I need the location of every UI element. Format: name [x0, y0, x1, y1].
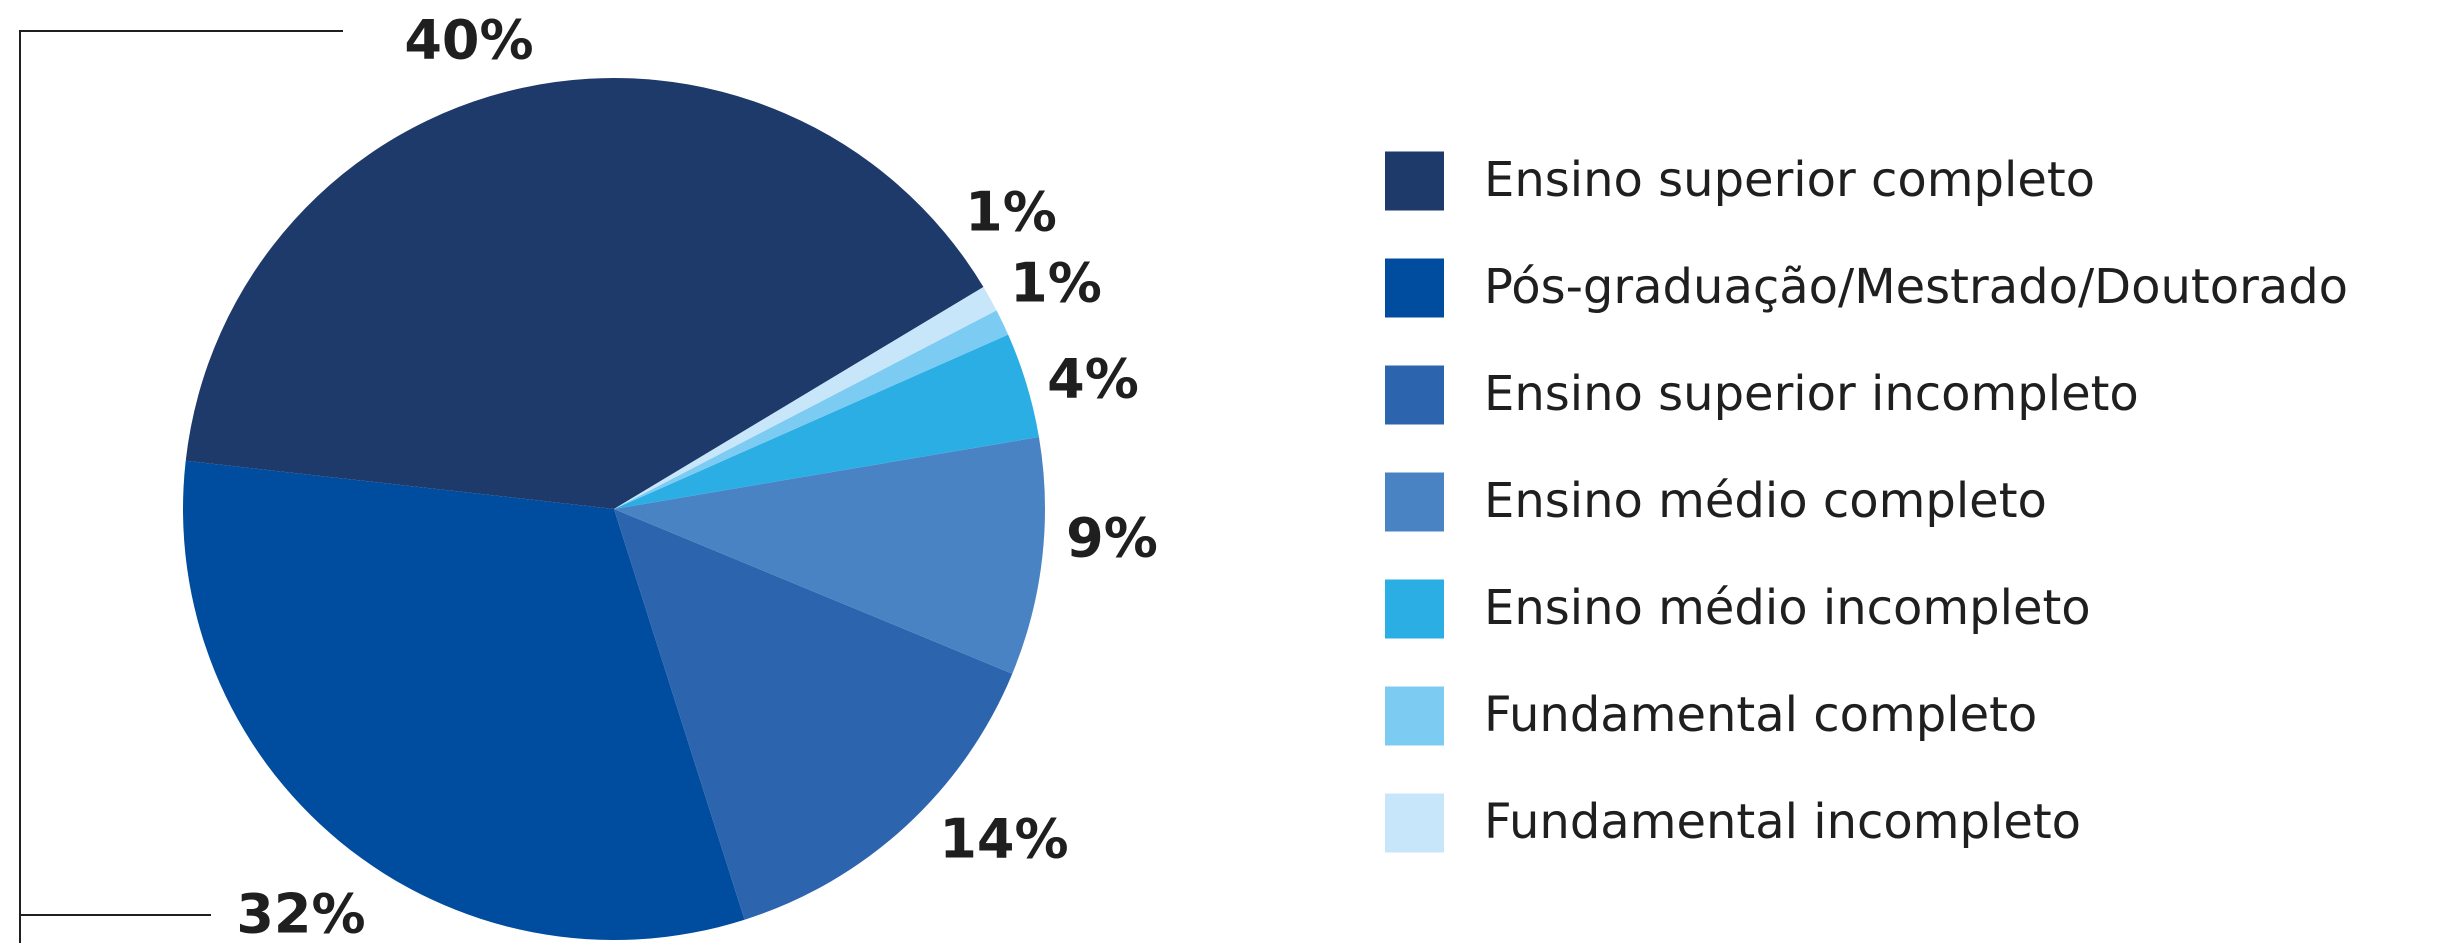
data-label: 1% [1010, 252, 1102, 315]
data-label: 1% [965, 181, 1057, 244]
legend-swatch [1385, 472, 1444, 532]
data-label: 9% [1066, 507, 1158, 570]
bracket-line [19, 30, 343, 943]
pie-slice [614, 437, 1045, 674]
data-label: 40% [404, 9, 533, 72]
legend-swatch [1385, 258, 1444, 318]
legend-swatch [1385, 151, 1444, 211]
legend-swatch [1385, 579, 1444, 639]
legend-swatch [1385, 793, 1444, 853]
pie-slice [185, 78, 984, 509]
legend-label: Ensino superior incompleto [1484, 366, 2139, 422]
legend-label: Ensino médio incompleto [1484, 580, 2091, 636]
pie-slice [183, 460, 745, 940]
legend-swatch [1385, 686, 1444, 746]
legend-label: Pós-graduação/Mestrado/Doutorado [1484, 259, 2348, 315]
legend-label: Fundamental completo [1484, 687, 2037, 743]
pie-slice [614, 310, 1009, 509]
legend-label: Ensino médio completo [1484, 473, 2047, 529]
legend-label: Ensino superior completo [1484, 152, 2095, 208]
legend-swatch [1385, 365, 1444, 425]
pie-slice [614, 334, 1039, 509]
data-label: 32% [236, 883, 365, 943]
pie-slice [614, 509, 1013, 920]
legend-label: Fundamental incompleto [1484, 794, 2081, 850]
data-label: 4% [1047, 348, 1139, 411]
pie-slice [614, 287, 997, 509]
data-label: 14% [939, 808, 1068, 871]
